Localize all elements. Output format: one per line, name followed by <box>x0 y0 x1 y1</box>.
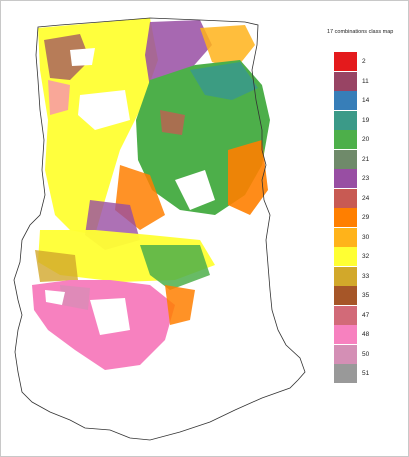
legend-swatch-47 <box>334 305 357 325</box>
patch-class-29-south <box>165 285 195 325</box>
legend-swatch-48 <box>334 325 357 344</box>
patch-class-20-midwest <box>140 245 210 290</box>
legend-label-14: 14 <box>362 97 370 104</box>
legend-swatch-24 <box>334 188 357 208</box>
patch-class-50-south <box>60 285 90 310</box>
patch-class-33-midwest <box>35 250 78 282</box>
legend-label-23: 23 <box>362 175 370 182</box>
legend-swatch-30 <box>334 227 357 247</box>
legend-label-35: 35 <box>362 292 370 299</box>
legend-label-19: 19 <box>362 116 370 124</box>
legend-swatch-33 <box>334 266 357 286</box>
legend-label-11: 11 <box>362 77 369 85</box>
legend-label-51: 51 <box>362 370 370 377</box>
legend-swatch-2 <box>334 52 357 71</box>
legend-label-47: 47 <box>362 311 370 319</box>
patch-class-29-central <box>228 140 268 215</box>
legend-label-32: 32 <box>362 253 370 260</box>
patch-class-30-north <box>200 25 255 70</box>
legend-label-21: 21 <box>362 155 370 163</box>
legend-label-29: 29 <box>362 214 370 221</box>
legend-swatch-21 <box>334 149 357 169</box>
legend-label-50: 50 <box>362 350 370 358</box>
patch-class-48-northwest <box>48 80 70 115</box>
legend-label-2: 2 <box>362 58 366 65</box>
legend-swatch-50 <box>334 344 357 364</box>
country-outline <box>13 17 306 441</box>
legend-label-20: 20 <box>362 136 370 143</box>
clearing <box>90 298 130 335</box>
clearing <box>70 48 95 66</box>
legend-swatch-20 <box>334 130 357 149</box>
patch-class-11-north <box>44 34 90 80</box>
clearing <box>175 170 215 210</box>
class-patches <box>32 18 270 370</box>
legend-label-33: 33 <box>362 272 370 280</box>
legend-label-48: 48 <box>362 331 370 338</box>
patch-class-19-central <box>190 62 258 100</box>
legend-swatch-32 <box>334 247 357 266</box>
legend-swatch-19 <box>334 110 357 130</box>
legend-swatch-35 <box>334 286 357 305</box>
legend-swatch-51 <box>334 364 357 383</box>
legend-swatch-11 <box>334 71 357 91</box>
legend-title: 17 combinations class map <box>327 29 394 35</box>
legend-label-24: 24 <box>362 194 370 202</box>
legend-label-30: 30 <box>362 233 370 241</box>
legend-swatch-29 <box>334 208 357 227</box>
clearing <box>45 290 65 305</box>
legend-swatch-23 <box>334 169 357 188</box>
legend-swatch-14 <box>334 91 357 110</box>
patch-class-24-center <box>160 110 185 135</box>
clearing <box>78 90 130 130</box>
